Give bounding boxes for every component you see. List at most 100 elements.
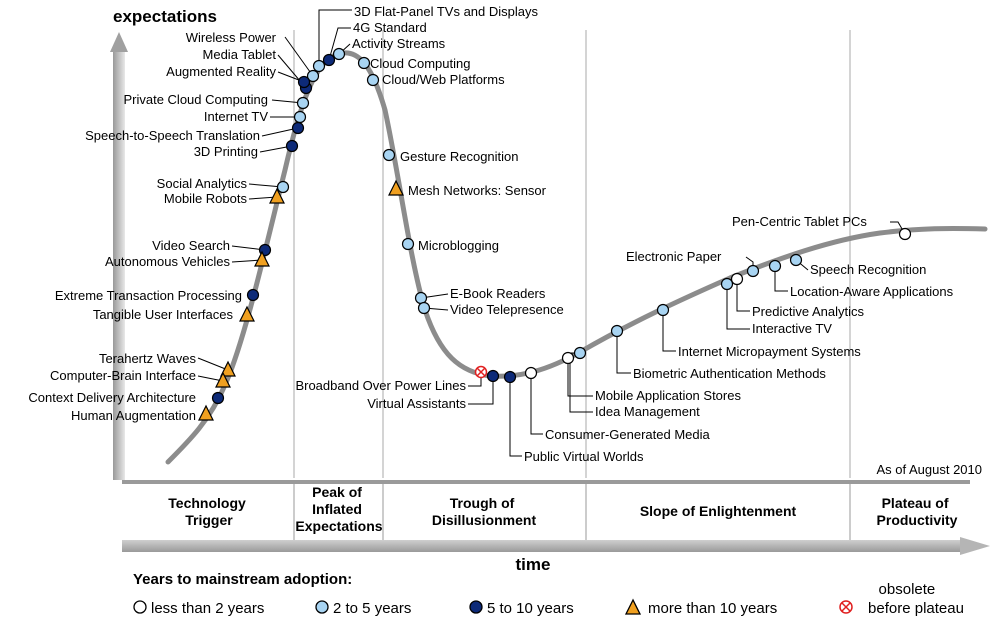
x-axis-label: time — [516, 555, 551, 574]
tech-label-video-search: Video Search — [152, 238, 230, 253]
lightblue-circle-icon — [312, 59, 326, 73]
lightblue-circle-icon — [768, 259, 782, 273]
y-axis-bar — [113, 48, 125, 480]
tech-label-3d-printing: 3D Printing — [194, 144, 258, 159]
navy-circle-icon — [211, 391, 225, 405]
tech-label-electronic-paper: Electronic Paper — [626, 249, 722, 264]
lightblue-circle-icon — [332, 47, 346, 61]
lightblue-circle-icon — [417, 301, 431, 315]
leader-line-3d-flat-panel-tvs-and-displays — [318, 9, 352, 66]
navy-circle-icon — [297, 75, 311, 89]
leader-line-consumer-generated-media — [530, 373, 543, 435]
legend-label: 5 to 10 years — [487, 600, 574, 617]
lightblue-circle-icon — [366, 73, 380, 87]
tech-label-4g-standard: 4G Standard — [353, 20, 427, 35]
tech-label-mobile-robots: Mobile Robots — [164, 191, 248, 206]
tech-label-speech-to-speech-translation: Speech-to-Speech Translation — [85, 128, 260, 143]
tech-label-context-delivery-architecture: Context Delivery Architecture — [28, 390, 196, 405]
tech-label-idea-management: Idea Management — [595, 404, 700, 419]
tech-label-biometric-authentication-methods: Biometric Authentication Methods — [633, 366, 826, 381]
tech-label-internet-micropayment-systems: Internet Micropayment Systems — [678, 344, 861, 359]
white-circle-icon — [133, 600, 147, 614]
leader-line-idea-management — [569, 352, 593, 413]
legend-title: Years to mainstream adoption: — [133, 571, 352, 588]
leader-line-autonomous-vehicles — [231, 259, 263, 263]
navy-circle-icon — [469, 600, 483, 614]
navy-circle-icon — [486, 369, 500, 383]
legend-item: 2 to 5 years — [315, 600, 411, 617]
tech-label-video-telepresence: Video Telepresence — [450, 302, 564, 317]
orange-triangle-icon — [220, 360, 236, 377]
tech-label-media-tablet: Media Tablet — [203, 47, 277, 62]
leader-line-wireless-power — [284, 36, 314, 77]
lightblue-circle-icon — [656, 303, 670, 317]
x-axis: time — [122, 480, 990, 574]
tech-label-terahertz-waves: Terahertz Waves — [99, 351, 197, 366]
orange-triangle-icon — [388, 179, 404, 196]
navy-circle-icon — [285, 139, 299, 153]
tech-label-e-book-readers: E-Book Readers — [450, 286, 546, 301]
phase-peak: Peak of Inflated Expectations — [295, 484, 382, 534]
orange-triangle-icon — [624, 598, 642, 615]
tech-label-wireless-power: Wireless Power — [186, 30, 277, 45]
phase-line: Trigger — [185, 512, 233, 528]
lightblue-circle-icon — [720, 277, 734, 291]
phase-slope: Slope of Enlightenment — [640, 503, 797, 519]
tech-label-speech-recognition: Speech Recognition — [810, 262, 926, 277]
phase-line: Plateau of — [882, 495, 949, 511]
leader-line-public-virtual-worlds — [509, 377, 522, 457]
legend-item: obsolete before plateau — [839, 581, 964, 617]
phase-line: Inflated — [312, 501, 362, 517]
tech-label-3d-flat-panel-tvs-and-displays: 3D Flat-Panel TVs and Displays — [354, 4, 539, 19]
phase-line: Slope of Enlightenment — [640, 503, 797, 519]
tech-label-location-aware-applications: Location-Aware Applications — [790, 284, 954, 299]
phase-labels: Technology Trigger Peak of Inflated Expe… — [168, 484, 957, 534]
tech-label-activity-streams: Activity Streams — [352, 36, 446, 51]
legend-label: obsolete before plateau — [868, 581, 964, 617]
lightblue-circle-icon — [573, 346, 587, 360]
phase-trough: Trough of Disillusionment — [432, 495, 537, 528]
lightblue-circle-icon — [276, 180, 290, 194]
leader-line-biometric-authentication-methods — [616, 331, 631, 374]
phase-line: Expectations — [295, 518, 382, 534]
y-axis: expectations — [110, 7, 217, 480]
tech-label-consumer-generated-media: Consumer-Generated Media — [545, 427, 711, 442]
legend-label: less than 2 years — [151, 600, 264, 617]
tech-label-broadband-over-power-lines: Broadband Over Power Lines — [295, 378, 466, 393]
tech-label-cloud-web-platforms: Cloud/Web Platforms — [382, 72, 505, 87]
tech-label-mobile-application-stores: Mobile Application Stores — [595, 388, 741, 403]
legend-item: more than 10 years — [624, 598, 777, 617]
lightblue-circle-icon — [293, 110, 307, 124]
lightblue-circle-icon — [789, 253, 803, 267]
tech-label-cloud-computing: Cloud Computing — [370, 56, 470, 71]
tech-label-predictive-analytics: Predictive Analytics — [752, 304, 864, 319]
white-circle-icon — [898, 227, 912, 241]
phase-line: Disillusionment — [432, 512, 537, 528]
navy-circle-icon — [503, 370, 517, 384]
tech-label-microblogging: Microblogging — [418, 238, 499, 253]
lightblue-circle-icon — [746, 264, 760, 278]
orange-triangle-icon — [198, 404, 214, 421]
y-axis-arrowhead — [110, 32, 128, 52]
leader-line-virtual-assistants — [468, 376, 494, 405]
lightblue-circle-icon — [306, 69, 320, 83]
leader-line-speech-to-speech-translation — [261, 127, 299, 137]
tech-label-autonomous-vehicles: Autonomous Vehicles — [105, 254, 231, 269]
tech-label-mesh-networks-sensor: Mesh Networks: Sensor — [408, 183, 547, 198]
orange-triangle-icon — [239, 305, 255, 322]
leader-line-internet-micropayment-systems — [662, 310, 676, 352]
tech-label-computer-brain-interface: Computer-Brain Interface — [50, 368, 196, 383]
lightblue-circle-icon — [357, 56, 371, 70]
lightblue-circle-icon — [610, 324, 624, 338]
lightblue-circle-icon — [315, 600, 329, 614]
phase-technology-trigger: Technology Trigger — [168, 495, 249, 528]
legend-item: less than 2 years — [133, 600, 264, 617]
lightblue-circle-icon — [401, 237, 415, 251]
lightblue-circle-icon — [414, 291, 428, 305]
tech-label-augmented-reality: Augmented Reality — [166, 64, 276, 79]
orange-triangle-icon — [215, 371, 231, 388]
navy-circle-icon — [246, 288, 260, 302]
phase-line: Productivity — [877, 512, 958, 528]
hype-curve — [165, 50, 988, 465]
